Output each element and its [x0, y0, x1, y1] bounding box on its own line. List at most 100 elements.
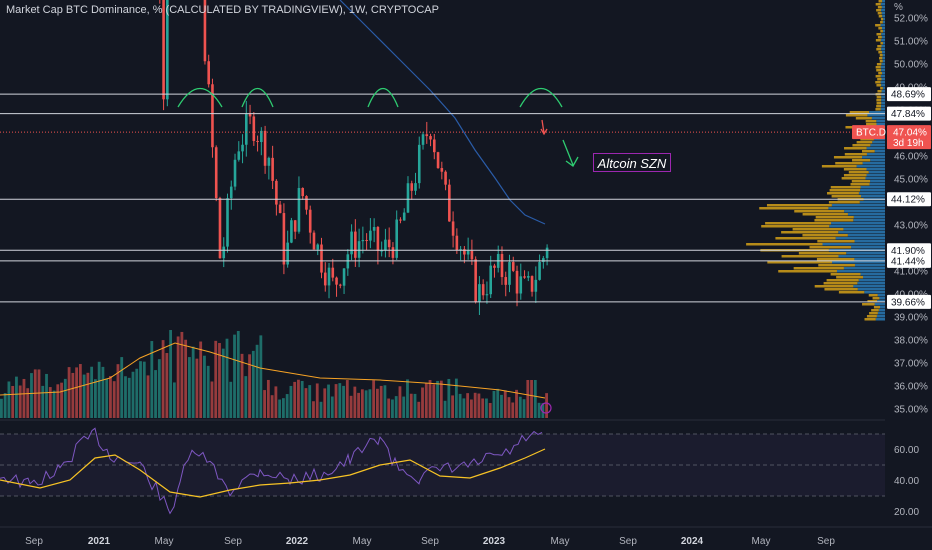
- candle-body: [474, 259, 477, 302]
- vp-bar-up: [882, 57, 885, 60]
- vp-bar-up: [862, 162, 885, 165]
- price-axis[interactable]: 52.00%51.00%50.00%49.00%48.00%47.00%46.0…: [852, 2, 931, 416]
- volume-bar: [94, 379, 97, 418]
- volume-bar: [48, 387, 52, 418]
- level-label-box[interactable]: [887, 243, 931, 258]
- vp-bar-up: [881, 48, 885, 51]
- candle-body: [380, 250, 383, 252]
- candle-body: [331, 267, 335, 278]
- lightning-icon[interactable]: [540, 402, 552, 414]
- volume-bar: [511, 402, 515, 418]
- volume-bar: [157, 359, 161, 418]
- candle-body: [354, 231, 357, 258]
- candle-body: [545, 247, 549, 259]
- volume-bar: [522, 399, 526, 418]
- level-label-box[interactable]: [887, 253, 931, 268]
- vp-bar-up: [835, 237, 885, 240]
- annotation-arrows: [540, 119, 579, 167]
- candle-body: [286, 242, 289, 265]
- level-label-box[interactable]: [887, 192, 931, 207]
- candle-body: [376, 227, 380, 251]
- vp-bar-down: [875, 81, 881, 84]
- vp-bar-up: [853, 216, 885, 219]
- vp-bar-up: [854, 240, 885, 243]
- volume-bar: [56, 384, 60, 418]
- vp-bar-up: [822, 243, 885, 246]
- volume-bar: [225, 338, 229, 418]
- volume-bar: [45, 373, 48, 418]
- volume-bar: [413, 393, 417, 418]
- level-label-box[interactable]: [887, 294, 931, 309]
- candle-body: [459, 249, 462, 251]
- volume-bar: [0, 398, 3, 418]
- candle-body: [252, 116, 256, 141]
- volume-bar: [131, 371, 135, 418]
- candle-body: [421, 134, 425, 145]
- vp-bar-down: [876, 48, 882, 51]
- volume-bar: [278, 399, 282, 418]
- candle-body: [478, 284, 481, 302]
- vp-bar-up: [876, 120, 885, 123]
- vp-bar-up: [881, 27, 885, 30]
- volume-bar: [116, 364, 120, 418]
- vp-bar-down: [871, 309, 879, 312]
- candle-body: [245, 113, 248, 145]
- candle-body: [214, 147, 218, 199]
- level-label-box[interactable]: [887, 106, 931, 121]
- vp-bar-down: [875, 75, 881, 78]
- volume-bar: [473, 392, 477, 418]
- candle-body: [260, 130, 263, 143]
- vp-bar-up: [862, 156, 885, 159]
- volume-bar: [26, 388, 30, 418]
- volume-bar: [428, 380, 432, 418]
- vp-bar-up: [880, 81, 885, 84]
- vp-bar-down: [821, 165, 857, 168]
- volume-bar: [308, 385, 312, 418]
- volume-bar: [236, 330, 240, 418]
- volume-bar: [60, 382, 63, 418]
- volume-bar: [214, 340, 218, 418]
- volume-bar: [285, 394, 289, 418]
- candle-body: [275, 180, 278, 205]
- horizontal-levels[interactable]: [0, 93, 885, 303]
- vp-bar-up: [881, 36, 885, 39]
- volume-bar: [402, 396, 406, 418]
- vp-bar-up: [881, 12, 885, 15]
- rsi-tick-label: 40.00: [894, 476, 919, 487]
- vp-bar-up: [876, 315, 885, 318]
- annotation-label[interactable]: Altcoin SZN: [593, 153, 671, 172]
- rsi-line: [0, 427, 543, 515]
- rsi-tick-label: 60.00: [894, 445, 919, 456]
- candle-body: [504, 277, 508, 285]
- symbol-box[interactable]: [852, 125, 885, 140]
- vp-bar-up: [854, 258, 885, 261]
- candle-body: [312, 232, 316, 250]
- vp-bar-down: [765, 222, 832, 225]
- time-tick-label: Sep: [817, 536, 835, 547]
- current-price-box[interactable]: [887, 125, 931, 150]
- vp-bar-up: [843, 267, 885, 270]
- vp-bar-up: [866, 153, 885, 156]
- vp-bar-down: [850, 183, 870, 186]
- candle-body: [372, 227, 376, 231]
- candle-body: [481, 284, 485, 296]
- vp-bar-up: [869, 111, 885, 114]
- vp-bar-down: [830, 273, 861, 276]
- volume-bar: [432, 384, 436, 418]
- vp-bar-down: [843, 174, 867, 177]
- volume-bar: [518, 396, 522, 418]
- volume-bar: [462, 398, 466, 418]
- vp-bar-down: [814, 219, 854, 222]
- candle-body: [534, 279, 538, 292]
- volume-bar: [176, 336, 180, 418]
- volume-bar: [436, 380, 439, 418]
- candle-body: [166, 0, 169, 100]
- time-axis[interactable]: Sep 2021 May Sep 2022 May Sep 2023 May Sep 2024 May…: [25, 536, 835, 547]
- vp-bar-up: [881, 69, 885, 72]
- volume-bar: [379, 385, 383, 418]
- price-tick-label: 36.00%: [894, 382, 928, 393]
- volume-bar: [161, 340, 165, 418]
- level-label-box[interactable]: [887, 87, 931, 102]
- volume-bar: [421, 387, 424, 418]
